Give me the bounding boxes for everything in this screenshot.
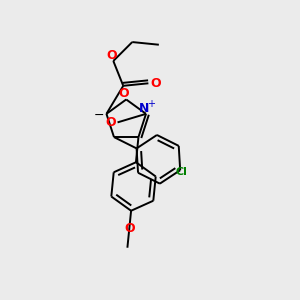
Text: −: − bbox=[94, 110, 104, 122]
Text: O: O bbox=[105, 116, 116, 129]
Text: O: O bbox=[118, 87, 129, 100]
Text: +: + bbox=[147, 99, 155, 109]
Text: O: O bbox=[124, 222, 135, 235]
Text: O: O bbox=[106, 49, 117, 62]
Text: O: O bbox=[151, 77, 161, 90]
Text: Cl: Cl bbox=[176, 167, 188, 177]
Text: N: N bbox=[139, 102, 150, 115]
